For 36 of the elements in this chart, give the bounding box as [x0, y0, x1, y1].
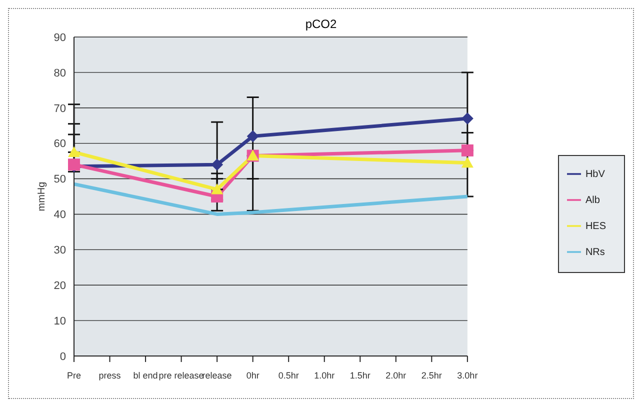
x-tick-label: bl end: [133, 370, 158, 380]
x-tick-label: 2.5hr: [421, 370, 442, 380]
point: [461, 156, 474, 168]
x-tick-label: 1.0hr: [314, 370, 335, 380]
y-tick-label: 0: [60, 350, 66, 363]
point: [461, 112, 474, 125]
y-tick-label: 20: [54, 280, 66, 292]
x-tick-label: 2.0hr: [386, 370, 406, 380]
x-tick-label: release: [202, 370, 232, 380]
x-tick-label: 3.0hr: [457, 370, 478, 380]
y-axis-title: mmHg: [36, 182, 48, 212]
y-tick-label: 80: [54, 67, 66, 80]
line-series: [72, 182, 470, 216]
chart-title: pCO2: [304, 17, 338, 31]
legend-label: NRs: [585, 246, 605, 258]
x-tick-label: 0hr: [246, 370, 260, 380]
legend-label: HbV: [585, 168, 605, 180]
point: [246, 130, 259, 142]
x-tick-label: press: [98, 370, 122, 380]
point: [211, 183, 224, 194]
x-tick-label: 1.5hr: [350, 370, 370, 380]
x-tick-label: 0.5hr: [278, 370, 299, 380]
y-tick-label: 60: [54, 138, 66, 150]
x-tick-label: pre release: [158, 370, 204, 380]
x-tick-label: Pre: [66, 370, 82, 380]
y-tick-label: 30: [54, 244, 66, 257]
y-tick-label: 50: [54, 174, 66, 186]
y-tick-label: 90: [54, 32, 66, 44]
y-tick-label: 70: [54, 102, 66, 115]
legend-label: HES: [585, 220, 606, 232]
y-tick-label: 40: [54, 209, 66, 222]
point: [461, 144, 474, 156]
point: [68, 146, 80, 157]
legend-label: Alb: [585, 194, 600, 206]
point: [211, 158, 224, 171]
y-tick-label: 10: [54, 315, 66, 328]
